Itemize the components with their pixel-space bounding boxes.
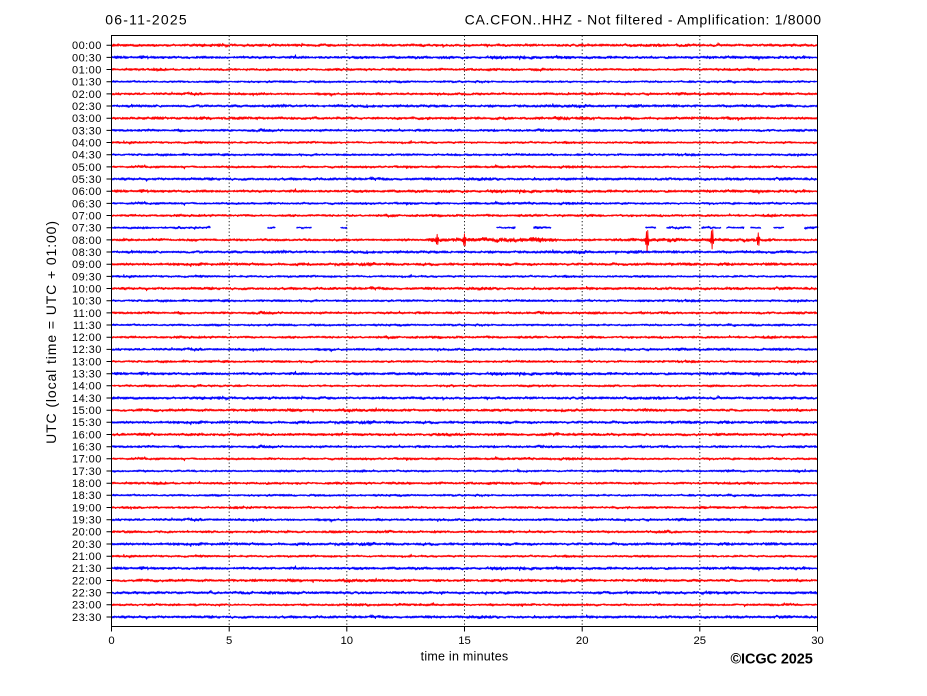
svg-text:08:30: 08:30 <box>72 247 102 259</box>
svg-text:25: 25 <box>694 635 707 647</box>
svg-text:09:30: 09:30 <box>72 271 102 283</box>
svg-text:11:00: 11:00 <box>73 308 102 320</box>
svg-text:22:30: 22:30 <box>72 588 102 600</box>
svg-text:UTC (local time = UTC + 01:00): UTC (local time = UTC + 01:00) <box>43 220 59 444</box>
svg-text:20: 20 <box>576 635 589 647</box>
svg-text:20:00: 20:00 <box>72 527 102 539</box>
svg-text:14:00: 14:00 <box>72 381 102 393</box>
svg-text:19:30: 19:30 <box>72 515 102 527</box>
svg-text:21:30: 21:30 <box>72 563 102 575</box>
svg-text:17:30: 17:30 <box>72 466 102 478</box>
svg-text:12:00: 12:00 <box>72 332 102 344</box>
svg-text:01:30: 01:30 <box>72 77 102 89</box>
svg-text:03:00: 03:00 <box>72 113 102 125</box>
svg-text:14:30: 14:30 <box>72 393 102 405</box>
svg-text:©ICGC 2025: ©ICGC 2025 <box>730 651 812 667</box>
svg-text:18:00: 18:00 <box>72 478 102 490</box>
svg-text:09:00: 09:00 <box>72 259 102 271</box>
svg-text:22:00: 22:00 <box>72 575 102 587</box>
svg-text:04:00: 04:00 <box>72 137 102 149</box>
svg-text:06:30: 06:30 <box>72 198 102 210</box>
svg-text:5: 5 <box>226 635 232 647</box>
svg-text:17:00: 17:00 <box>72 454 102 466</box>
svg-text:07:30: 07:30 <box>72 223 102 235</box>
svg-text:12:30: 12:30 <box>72 344 102 356</box>
svg-text:15:30: 15:30 <box>72 417 102 429</box>
svg-text:19:00: 19:00 <box>72 502 102 514</box>
svg-text:00:30: 00:30 <box>72 52 102 64</box>
svg-text:05:30: 05:30 <box>72 174 102 186</box>
svg-text:13:30: 13:30 <box>72 369 102 381</box>
svg-text:13:00: 13:00 <box>72 356 102 368</box>
svg-text:23:30: 23:30 <box>72 612 102 624</box>
svg-text:05:00: 05:00 <box>72 162 102 174</box>
svg-text:00:00: 00:00 <box>72 40 102 52</box>
svg-text:15: 15 <box>458 635 471 647</box>
svg-text:01:00: 01:00 <box>72 64 102 76</box>
svg-text:04:30: 04:30 <box>72 150 102 162</box>
svg-text:16:00: 16:00 <box>72 429 102 441</box>
svg-text:10:30: 10:30 <box>72 296 102 308</box>
svg-text:21:00: 21:00 <box>72 551 102 563</box>
svg-text:02:30: 02:30 <box>72 101 102 113</box>
svg-text:CA.CFON..HHZ - Not filtered -: CA.CFON..HHZ - Not filtered - Amplificat… <box>465 12 822 28</box>
svg-text:20:30: 20:30 <box>72 539 102 551</box>
svg-text:08:00: 08:00 <box>72 235 102 247</box>
svg-text:30: 30 <box>811 635 824 647</box>
svg-text:15:00: 15:00 <box>72 405 102 417</box>
svg-text:03:30: 03:30 <box>72 125 102 137</box>
svg-text:0: 0 <box>108 635 114 647</box>
svg-text:time in minutes: time in minutes <box>421 650 509 664</box>
svg-text:18:30: 18:30 <box>72 490 102 502</box>
svg-text:07:00: 07:00 <box>72 210 102 222</box>
svg-text:11:30: 11:30 <box>73 320 102 332</box>
svg-text:06-11-2025: 06-11-2025 <box>105 12 188 28</box>
svg-text:02:00: 02:00 <box>72 89 102 101</box>
svg-text:10: 10 <box>341 635 354 647</box>
svg-text:10:00: 10:00 <box>72 283 102 295</box>
svg-text:06:00: 06:00 <box>72 186 102 198</box>
svg-text:16:30: 16:30 <box>72 442 102 454</box>
svg-text:23:00: 23:00 <box>72 600 102 612</box>
